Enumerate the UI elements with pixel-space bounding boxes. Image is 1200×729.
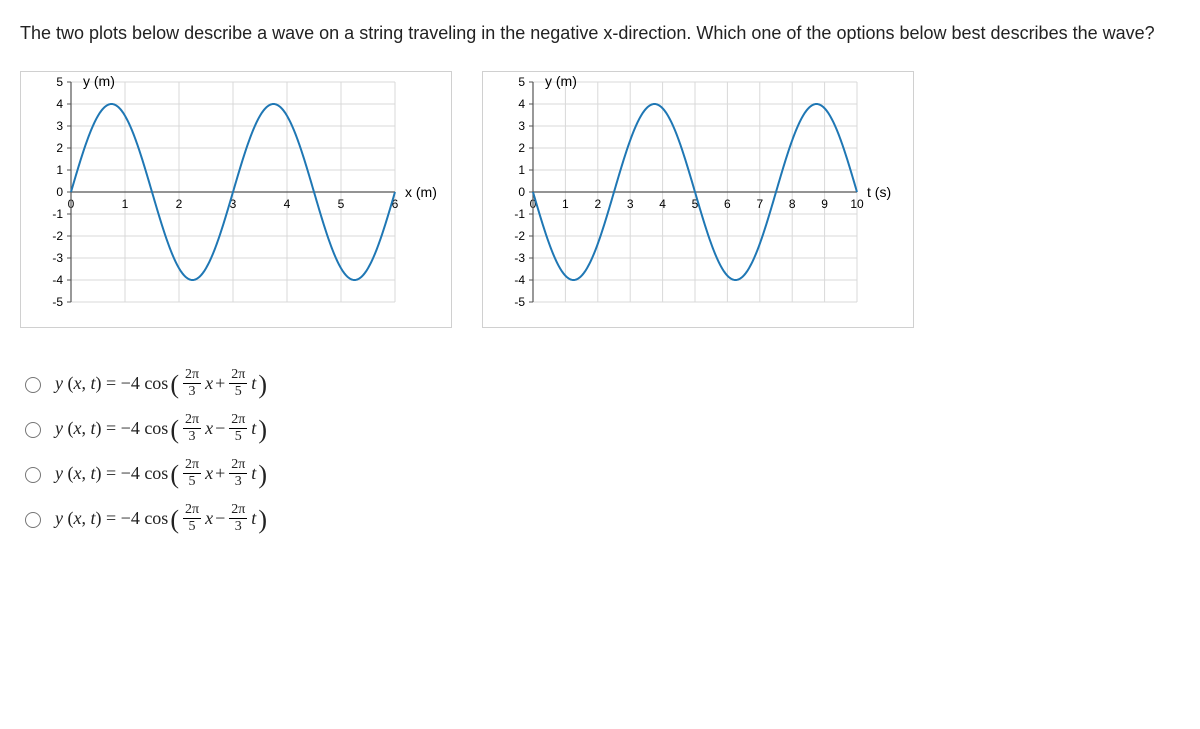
svg-text:-1: -1 bbox=[514, 207, 525, 221]
svg-text:-4: -4 bbox=[514, 273, 525, 287]
plot-left: -5-4-3-2-10123450123456y (m)x (m) bbox=[20, 71, 452, 328]
svg-text:6: 6 bbox=[724, 197, 731, 211]
svg-text:3: 3 bbox=[518, 119, 525, 133]
svg-text:1: 1 bbox=[56, 163, 63, 177]
svg-text:-5: -5 bbox=[514, 295, 525, 309]
svg-text:3: 3 bbox=[627, 197, 634, 211]
plots-container: -5 -4 -3 -2 -1 0 1 2 3 4 5 0 1 2 3 4 5 6 y (m) x (m) -5 -4 -3… bbox=[20, 71, 1180, 328]
answer-option[interactable]: y (x, t) = −4 cos(2π5x + 2π3t) bbox=[20, 458, 1180, 489]
svg-text:5: 5 bbox=[56, 75, 63, 89]
answer-formula: y (x, t) = −4 cos(2π5x − 2π3t) bbox=[55, 503, 267, 534]
svg-text:4: 4 bbox=[284, 197, 291, 211]
answer-formula: y (x, t) = −4 cos(2π5x + 2π3t) bbox=[55, 458, 267, 489]
svg-text:5: 5 bbox=[338, 197, 345, 211]
svg-text:1: 1 bbox=[518, 163, 525, 177]
svg-text:4: 4 bbox=[518, 97, 525, 111]
svg-text:-2: -2 bbox=[52, 229, 63, 243]
svg-text:2: 2 bbox=[56, 141, 63, 155]
svg-text:-3: -3 bbox=[52, 251, 63, 265]
answer-option[interactable]: y (x, t) = −4 cos(2π3x + 2π5t) bbox=[20, 368, 1180, 399]
svg-text:1: 1 bbox=[122, 197, 129, 211]
svg-text:1: 1 bbox=[562, 197, 569, 211]
question-text: The two plots below describe a wave on a… bbox=[20, 20, 1180, 47]
svg-text:-3: -3 bbox=[514, 251, 525, 265]
svg-text:-5: -5 bbox=[52, 295, 63, 309]
svg-text:5: 5 bbox=[518, 75, 525, 89]
svg-text:8: 8 bbox=[789, 197, 796, 211]
answer-radio[interactable] bbox=[25, 467, 41, 483]
plot-right: -5-4-3-2-1012345012345678910y (m)t (s) bbox=[482, 71, 914, 328]
svg-text:x (m): x (m) bbox=[405, 184, 437, 200]
svg-text:2: 2 bbox=[518, 141, 525, 155]
answer-option[interactable]: y (x, t) = −4 cos(2π3x − 2π5t) bbox=[20, 413, 1180, 444]
svg-text:10: 10 bbox=[850, 197, 864, 211]
svg-text:7: 7 bbox=[756, 197, 763, 211]
svg-text:y (m): y (m) bbox=[83, 73, 115, 89]
svg-text:t (s): t (s) bbox=[867, 184, 891, 200]
svg-text:2: 2 bbox=[176, 197, 183, 211]
answer-formula: y (x, t) = −4 cos(2π3x + 2π5t) bbox=[55, 368, 267, 399]
svg-text:0: 0 bbox=[56, 185, 63, 199]
svg-text:4: 4 bbox=[659, 197, 666, 211]
svg-text:-1: -1 bbox=[52, 207, 63, 221]
answer-options: y (x, t) = −4 cos(2π3x + 2π5t) y (x, t) =… bbox=[20, 368, 1180, 534]
svg-text:-4: -4 bbox=[52, 273, 63, 287]
answer-option[interactable]: y (x, t) = −4 cos(2π5x − 2π3t) bbox=[20, 503, 1180, 534]
svg-text:9: 9 bbox=[821, 197, 828, 211]
answer-radio[interactable] bbox=[25, 377, 41, 393]
svg-text:2: 2 bbox=[594, 197, 601, 211]
answer-formula: y (x, t) = −4 cos(2π3x − 2π5t) bbox=[55, 413, 267, 444]
answer-radio[interactable] bbox=[25, 422, 41, 438]
svg-text:-2: -2 bbox=[514, 229, 525, 243]
svg-text:3: 3 bbox=[56, 119, 63, 133]
svg-text:y (m): y (m) bbox=[545, 73, 577, 89]
svg-text:4: 4 bbox=[56, 97, 63, 111]
svg-text:0: 0 bbox=[518, 185, 525, 199]
answer-radio[interactable] bbox=[25, 512, 41, 528]
